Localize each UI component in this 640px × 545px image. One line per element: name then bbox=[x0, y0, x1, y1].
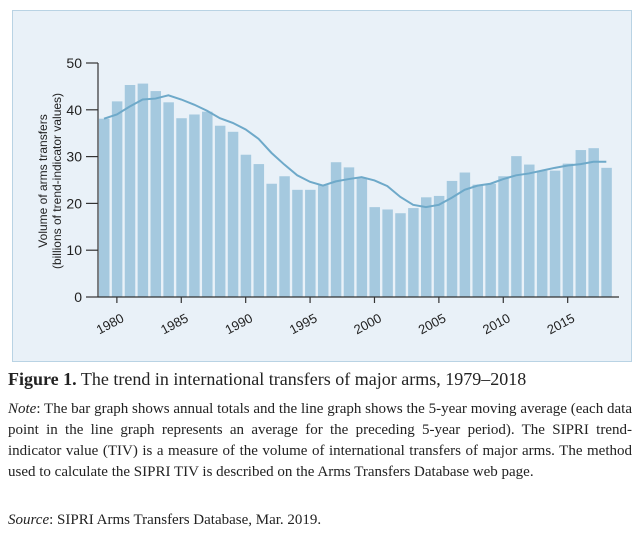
x-tick-label: 2000 bbox=[351, 310, 384, 337]
bar-2017 bbox=[588, 148, 599, 297]
source-label: Source bbox=[8, 512, 50, 528]
bar-1982 bbox=[137, 83, 149, 297]
arms-transfers-chart: 0 10 20 30 40 50 1980 1985 1990 1995 2000 2005 2010 2… bbox=[36, 55, 619, 337]
figure-source: Source: SIPRI Arms Transfers Database, M… bbox=[8, 512, 632, 529]
bar-1988 bbox=[214, 125, 226, 297]
x-tick-label: 1985 bbox=[158, 310, 191, 337]
bar-1990 bbox=[240, 154, 252, 297]
bar-2013 bbox=[536, 170, 548, 297]
bar-1999 bbox=[356, 178, 368, 297]
bar-1983 bbox=[150, 91, 162, 297]
figure-note: Note: The bar graph shows annual totals … bbox=[8, 399, 632, 483]
x-tick-label: 1980 bbox=[94, 310, 127, 337]
bar-2003 bbox=[408, 208, 419, 297]
bar-2005 bbox=[433, 195, 445, 297]
bar-2011 bbox=[511, 156, 522, 297]
bar-1994 bbox=[292, 189, 303, 297]
x-tick-label: 1995 bbox=[287, 310, 320, 337]
y-tick-label: 30 bbox=[66, 149, 82, 165]
bar-1984 bbox=[163, 102, 174, 297]
bar-1993 bbox=[279, 176, 290, 297]
y-tick-label: 0 bbox=[74, 289, 82, 305]
bar-1998 bbox=[343, 167, 355, 297]
figure-title: Figure 1. The trend in international tra… bbox=[8, 369, 632, 390]
moving-average-line bbox=[103, 94, 607, 209]
chart-panel: 0 10 20 30 40 50 1980 1985 1990 1995 2000 2005 2010 2… bbox=[12, 10, 632, 362]
x-tick-label: 2005 bbox=[416, 310, 449, 337]
bar-1995 bbox=[305, 189, 316, 297]
y-axis-label: Volume of arms transfers bbox=[36, 114, 50, 247]
bar-1985 bbox=[176, 118, 187, 297]
bar-2007 bbox=[459, 172, 471, 297]
x-tick-label: 2010 bbox=[480, 310, 513, 337]
x-tick-label: 1990 bbox=[223, 310, 256, 337]
note-label: Note bbox=[8, 401, 37, 417]
bar-1996 bbox=[317, 185, 329, 297]
bar-2004 bbox=[421, 197, 432, 297]
y-tick-label: 40 bbox=[66, 102, 82, 118]
bar-2001 bbox=[382, 209, 393, 297]
bar-1979 bbox=[99, 118, 110, 297]
bar-1997 bbox=[330, 162, 342, 297]
y-tick-label: 50 bbox=[66, 55, 82, 71]
bar-2006 bbox=[446, 180, 458, 297]
bar-2018 bbox=[601, 167, 612, 297]
bar-1987 bbox=[202, 111, 213, 297]
y-tick-label: 20 bbox=[66, 195, 82, 211]
bar-2002 bbox=[395, 213, 406, 297]
bar-2015 bbox=[562, 163, 574, 297]
bar-1992 bbox=[266, 183, 277, 297]
bar-1991 bbox=[253, 164, 265, 297]
figure-title-text: The trend in international transfers of … bbox=[80, 369, 527, 389]
bar-1980 bbox=[111, 101, 123, 297]
bar-2000 bbox=[369, 207, 380, 297]
bar-2012 bbox=[524, 164, 535, 297]
bar-2009 bbox=[485, 183, 496, 297]
source-text: : SIPRI Arms Transfers Database, Mar. 20… bbox=[49, 512, 322, 528]
bar-2016 bbox=[575, 150, 587, 297]
note-text: : The bar graph shows annual totals and … bbox=[8, 401, 632, 480]
x-tick-label: 2015 bbox=[545, 310, 578, 337]
bar-1986 bbox=[189, 114, 200, 297]
bar-1981 bbox=[124, 84, 136, 297]
y-axis-sublabel: (billions of trend-indicator values) bbox=[50, 93, 64, 269]
figure-label: Figure 1. bbox=[8, 369, 77, 389]
bar-2014 bbox=[549, 170, 561, 297]
bar-1989 bbox=[227, 131, 239, 297]
bar-2008 bbox=[472, 184, 484, 297]
y-tick-label: 10 bbox=[66, 242, 82, 258]
bar-2010 bbox=[498, 176, 509, 297]
